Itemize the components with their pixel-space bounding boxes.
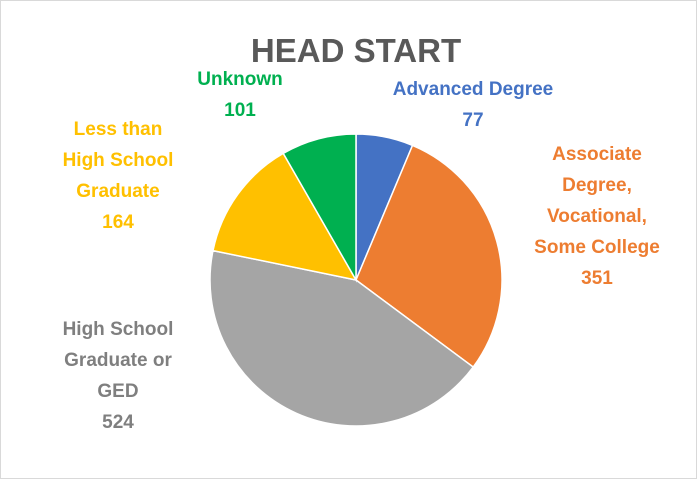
slice-label-value: 164 [102,212,134,233]
slice-label: Unknown 101 [170,64,310,126]
slice-label: Advanced Degree 77 [353,74,593,136]
pie-slice [282,133,357,283]
slice-label: Associate Degree, Vocational, Some Colle… [522,139,672,294]
slice-label-name: Less than High School Graduate [62,119,174,202]
chart-title: HEAD START [250,32,462,69]
slice-label: Less than High School Graduate 164 [56,114,181,238]
slice-label-name: Unknown [197,69,283,90]
pie-slice [212,152,358,282]
pie-slice [355,144,503,369]
slice-label-value: 77 [462,110,484,131]
slice-label-name: Advanced Degree [392,79,554,100]
slice-label-name: Associate Degree, Vocational, Some Colle… [534,144,660,258]
slice-label: High School Graduate or GED 524 [53,314,183,438]
slice-label-value: 351 [581,268,613,289]
pie-slice [209,249,475,427]
slice-label-name: High School Graduate or GED [62,319,174,402]
slice-label-value: 101 [224,100,256,121]
slice-label-value: 524 [102,412,134,433]
